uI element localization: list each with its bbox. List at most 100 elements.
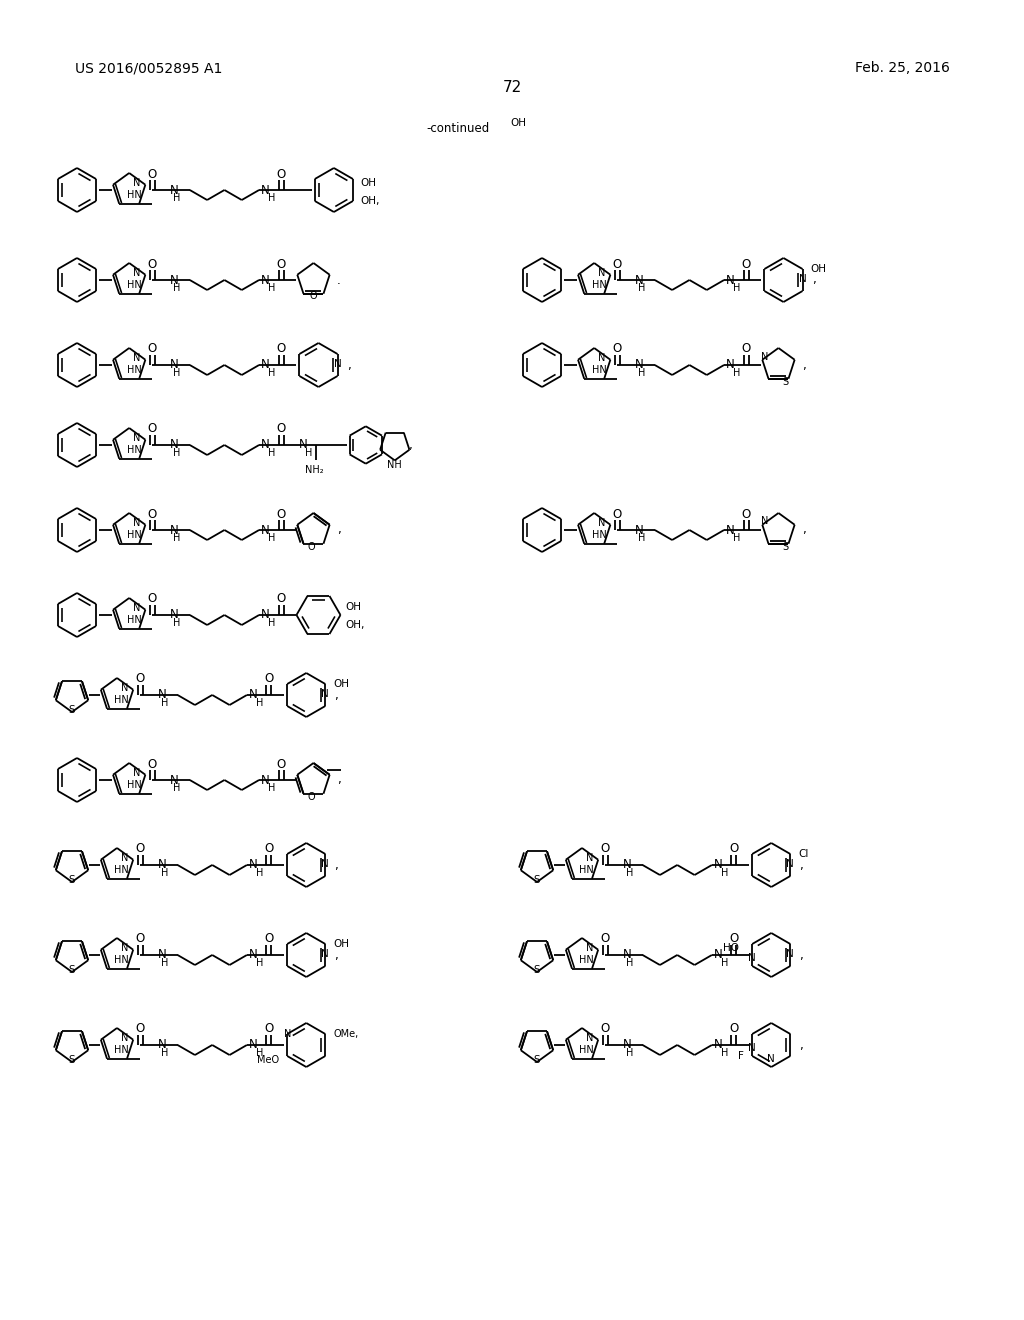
Text: H: H xyxy=(173,783,180,793)
Text: S: S xyxy=(534,875,541,886)
Text: NH: NH xyxy=(387,459,402,470)
Text: O: O xyxy=(600,1023,610,1035)
Text: HN: HN xyxy=(127,780,141,789)
Text: H: H xyxy=(161,869,168,878)
Text: H: H xyxy=(626,1048,633,1059)
Text: O: O xyxy=(612,342,622,355)
Text: HN: HN xyxy=(115,865,129,875)
Text: O: O xyxy=(264,672,273,685)
Text: O: O xyxy=(264,1023,273,1035)
Text: O: O xyxy=(147,168,157,181)
Text: H: H xyxy=(173,618,180,628)
Text: N: N xyxy=(586,853,593,863)
Text: N: N xyxy=(170,438,178,451)
Text: ,: , xyxy=(802,359,805,371)
Text: N: N xyxy=(598,517,605,528)
Text: N: N xyxy=(322,859,329,869)
Text: ,: , xyxy=(335,949,338,961)
Text: O: O xyxy=(147,257,157,271)
Text: MeO: MeO xyxy=(257,1056,280,1065)
Text: H: H xyxy=(626,869,633,878)
Text: N: N xyxy=(598,352,605,363)
Text: S: S xyxy=(69,965,76,975)
Text: N: N xyxy=(284,1030,291,1039)
Text: N: N xyxy=(170,273,178,286)
Text: N: N xyxy=(170,524,178,536)
Text: N: N xyxy=(158,1039,166,1052)
Text: OH: OH xyxy=(333,678,349,689)
Text: ,: , xyxy=(335,858,338,871)
Text: HN: HN xyxy=(592,280,606,290)
Text: N: N xyxy=(635,524,643,536)
Text: N: N xyxy=(714,949,723,961)
Text: N: N xyxy=(786,859,795,869)
Text: HN: HN xyxy=(127,445,141,455)
Text: HN: HN xyxy=(127,190,141,199)
Text: H: H xyxy=(721,958,728,968)
Text: O: O xyxy=(276,342,286,355)
Text: HN: HN xyxy=(115,954,129,965)
Text: OH: OH xyxy=(510,117,526,128)
Text: N: N xyxy=(635,273,643,286)
Text: O: O xyxy=(729,842,738,855)
Text: O: O xyxy=(264,842,273,855)
Text: O: O xyxy=(276,257,286,271)
Text: N: N xyxy=(158,689,166,701)
Text: ,: , xyxy=(335,689,338,701)
Text: N: N xyxy=(249,858,258,871)
Text: N: N xyxy=(133,352,140,363)
Text: O: O xyxy=(729,1023,738,1035)
Text: N: N xyxy=(133,603,140,612)
Text: N: N xyxy=(261,524,270,536)
Text: N: N xyxy=(786,949,795,960)
Text: OH: OH xyxy=(810,264,826,275)
Text: H: H xyxy=(721,869,728,878)
Text: OH,: OH, xyxy=(360,195,380,206)
Text: N: N xyxy=(635,359,643,371)
Text: 72: 72 xyxy=(503,81,521,95)
Text: H: H xyxy=(268,368,275,378)
Text: O: O xyxy=(612,507,622,520)
Text: N: N xyxy=(121,853,128,863)
Text: O: O xyxy=(729,932,738,945)
Text: HN: HN xyxy=(580,865,594,875)
Text: H: H xyxy=(733,533,740,543)
Text: HN: HN xyxy=(127,529,141,540)
Text: N: N xyxy=(714,1039,723,1052)
Text: O: O xyxy=(276,507,286,520)
Text: N: N xyxy=(799,275,807,284)
Text: OH: OH xyxy=(333,939,349,949)
Text: H: H xyxy=(268,282,275,293)
Text: ,: , xyxy=(346,359,350,371)
Text: N: N xyxy=(261,273,270,286)
Text: HN: HN xyxy=(127,364,141,375)
Text: O: O xyxy=(147,507,157,520)
Text: N: N xyxy=(249,949,258,961)
Text: N: N xyxy=(121,942,128,953)
Text: O: O xyxy=(600,842,610,855)
Text: H: H xyxy=(268,783,275,793)
Text: N: N xyxy=(623,858,632,871)
Text: H: H xyxy=(173,282,180,293)
Text: H: H xyxy=(268,533,275,543)
Text: N: N xyxy=(322,689,329,700)
Text: N: N xyxy=(170,183,178,197)
Text: N: N xyxy=(121,1034,128,1043)
Text: H: H xyxy=(256,1048,263,1059)
Text: O: O xyxy=(741,507,751,520)
Text: O: O xyxy=(147,758,157,771)
Text: O: O xyxy=(612,257,622,271)
Text: S: S xyxy=(782,543,788,552)
Text: H: H xyxy=(173,533,180,543)
Text: N: N xyxy=(133,178,140,187)
Text: O: O xyxy=(276,593,286,606)
Text: N: N xyxy=(623,949,632,961)
Text: N: N xyxy=(261,359,270,371)
Text: N: N xyxy=(261,438,270,451)
Text: S: S xyxy=(782,378,788,387)
Text: H: H xyxy=(638,368,645,378)
Text: O: O xyxy=(741,257,751,271)
Text: O: O xyxy=(147,593,157,606)
Text: F: F xyxy=(738,1051,744,1061)
Text: H: H xyxy=(173,447,180,458)
